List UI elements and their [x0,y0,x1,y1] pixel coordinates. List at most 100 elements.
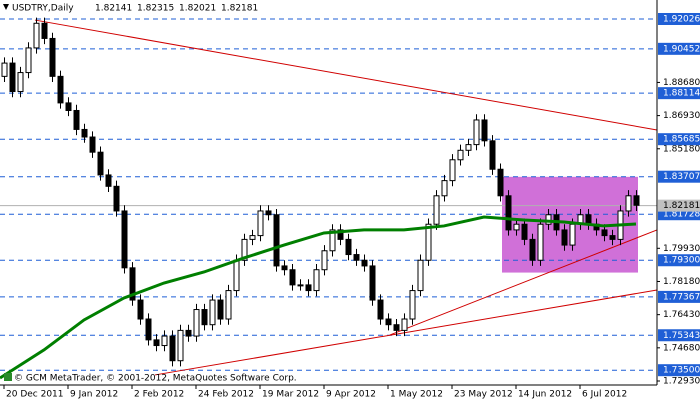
candle-body [361,259,368,267]
header-value: 1.82021 [179,4,216,14]
level-label-box [658,254,700,267]
candle-body [433,195,440,225]
trendline [34,19,658,131]
candle-body [393,324,400,331]
symbol-label: USDTRY,Daily [12,4,74,14]
candle-body [601,229,608,237]
level-label-box [658,87,700,100]
candle-body [81,128,88,138]
candle-body [233,259,240,292]
current-price-label: 1.82181 [663,201,700,211]
candle-body [145,318,152,341]
level-label: 1.90452 [663,44,700,54]
candle-body [449,159,456,182]
candle-body [153,339,160,347]
level-label: 1.92026 [663,14,700,24]
candle-body [305,284,312,292]
candle-body [369,265,376,301]
plot-area [0,17,658,380]
candle-body [297,284,304,287]
y-tick-label: 1.85180 [663,144,700,154]
candle-body [169,335,176,362]
candle-body [481,119,488,142]
moving-average [0,215,637,380]
candle-body [1,62,8,77]
candle-body [465,144,472,151]
level-label-box [658,12,700,25]
candle-body [193,309,200,337]
candle-body [209,299,216,326]
y-tick-label: 1.88680 [663,78,700,88]
level-label: 1.85685 [663,135,700,145]
candle-body [177,329,184,362]
candle-body [217,299,224,320]
level-label: 1.75343 [663,331,700,341]
candle-body [313,269,320,292]
candle-body [625,195,632,212]
trendline [389,229,658,336]
level-label: 1.77367 [663,292,700,302]
candle-body [33,22,40,49]
candle-body [25,47,32,74]
candle-body [513,223,520,231]
candle-body [521,223,528,240]
candle-body [73,109,80,130]
candle-body [121,210,128,269]
candle-body [137,299,144,320]
y-tick-label: 1.74680 [663,343,700,353]
x-tick-label: 2 Feb 2012 [134,390,184,400]
candle-body [281,265,288,271]
candle-body [41,22,48,39]
candle-body [345,238,352,256]
candle-body [473,119,480,146]
candle-body [97,151,104,176]
candle-body [49,37,56,77]
candle-body [57,75,64,104]
level-label: 1.88114 [663,89,700,99]
level-label-box [658,42,700,55]
candle-body [457,149,464,161]
candle-body [257,210,264,237]
x-tick-label: 24 Feb 2012 [198,390,254,400]
x-tick-label: 6 Jul 2012 [582,390,627,400]
header-icon [3,4,9,10]
x-tick-label: 9 Apr 2012 [326,390,376,400]
candle-body [377,299,384,320]
footer-text: © GCM MetaTrader, © 2001-2012, MetaQuote… [14,374,297,384]
level-label: 1.79300 [663,256,700,266]
header-values: 1.82141 1.82315 1.82021 1.82181 [95,4,258,14]
candle-body [537,223,544,261]
candle-body [185,329,192,337]
level-label: 1.81728 [663,210,700,220]
candle-body [401,318,408,331]
x-tick-label: 23 May 2012 [454,390,513,400]
level-label-box [658,329,700,342]
header-value: 1.82141 [95,4,132,14]
candle-body [337,229,344,240]
candle-body [385,318,392,326]
candle-body [249,235,256,240]
candle-body [65,102,72,111]
level-label-box [658,170,700,183]
candle-body [113,185,120,212]
candle-body [17,72,24,93]
candle-body [225,290,232,320]
candle-body [441,180,448,197]
candle-body [609,235,616,240]
level-label-box [658,133,700,146]
current-price-box [658,199,700,212]
candle-body [9,62,16,93]
x-tick-label: 19 Mar 2012 [262,390,319,400]
level-label: 1.83707 [663,172,700,182]
level-label-box [658,290,700,303]
y-tick-label: 1.86930 [663,111,700,121]
candle-body [265,210,272,216]
candle-body [129,267,136,301]
y-tick-label: 1.72930 [663,377,700,387]
candle-body [569,223,576,246]
candle-body [161,335,168,347]
candle-body [289,269,296,286]
y-tick-label: 1.79930 [663,244,700,254]
